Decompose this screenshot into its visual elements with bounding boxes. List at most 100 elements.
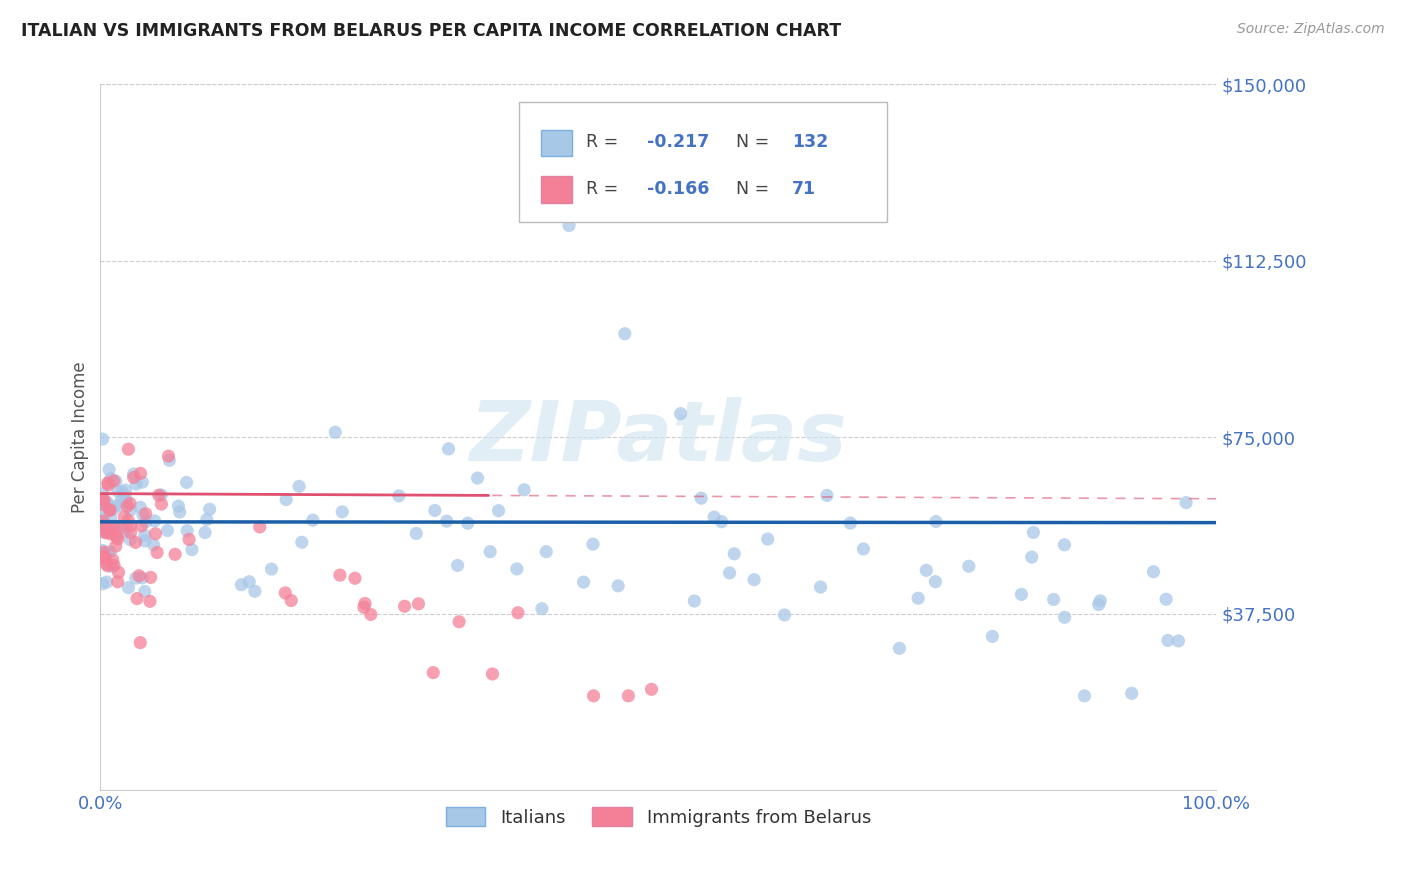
Point: [329, 568, 352, 582]
Point: [481, 667, 503, 681]
Point: [177, 533, 200, 547]
Text: N =: N =: [737, 180, 775, 198]
Point: [723, 547, 745, 561]
Point: [506, 562, 529, 576]
Point: [150, 488, 173, 502]
Point: [93, 493, 115, 508]
Point: [120, 503, 142, 517]
Point: [97, 558, 120, 573]
FancyBboxPatch shape: [519, 102, 887, 222]
Point: [91, 550, 114, 565]
Point: [198, 502, 221, 516]
Point: [94, 549, 117, 563]
Point: [181, 542, 204, 557]
Point: [135, 515, 157, 529]
Text: ITALIAN VS IMMIGRANTS FROM BELARUS PER CAPITA INCOME CORRELATION CHART: ITALIAN VS IMMIGRANTS FROM BELARUS PER C…: [21, 22, 841, 40]
Point: [128, 568, 150, 582]
Point: [536, 545, 558, 559]
Bar: [541, 176, 572, 203]
Point: [238, 574, 260, 589]
Point: [506, 606, 529, 620]
Point: [167, 499, 190, 513]
Point: [117, 442, 139, 457]
Point: [103, 474, 125, 488]
Point: [117, 514, 139, 528]
Point: [690, 491, 713, 506]
Point: [156, 524, 179, 538]
Point: [360, 607, 382, 622]
Point: [773, 607, 796, 622]
Point: [1073, 689, 1095, 703]
Point: [1175, 495, 1198, 509]
Point: [925, 515, 948, 529]
Point: [91, 576, 114, 591]
Point: [457, 516, 479, 531]
Point: [640, 682, 662, 697]
Point: [756, 532, 779, 546]
Point: [115, 492, 138, 507]
Point: [134, 533, 156, 548]
Point: [1042, 592, 1064, 607]
Text: R =: R =: [586, 180, 623, 198]
Point: [103, 558, 125, 573]
Point: [96, 524, 118, 539]
Point: [100, 500, 122, 514]
Point: [101, 502, 124, 516]
Point: [274, 586, 297, 600]
Point: [91, 498, 114, 512]
Point: [117, 581, 139, 595]
Point: [107, 574, 129, 589]
Point: [91, 509, 114, 524]
Point: [91, 519, 114, 533]
Point: [101, 552, 124, 566]
Point: [129, 519, 152, 533]
Point: [107, 532, 129, 546]
Point: [669, 407, 692, 421]
Point: [98, 462, 121, 476]
Point: [129, 635, 152, 649]
Point: [115, 494, 138, 508]
Point: [165, 547, 187, 561]
Point: [710, 515, 733, 529]
Point: [924, 574, 946, 589]
Point: [111, 485, 134, 500]
Point: [280, 593, 302, 607]
Point: [129, 467, 152, 481]
Point: [96, 546, 118, 560]
Point: [139, 570, 162, 584]
Text: R =: R =: [586, 133, 623, 152]
Point: [125, 591, 148, 606]
Point: [260, 562, 283, 576]
Point: [353, 600, 375, 615]
Point: [572, 575, 595, 590]
Point: [176, 475, 198, 490]
Point: [91, 516, 114, 531]
Legend: Italians, Immigrants from Belarus: Italians, Immigrants from Belarus: [439, 800, 879, 834]
Point: [343, 571, 366, 585]
Point: [1142, 565, 1164, 579]
Point: [839, 516, 862, 530]
Point: [150, 497, 173, 511]
Point: [148, 488, 170, 502]
Point: [129, 500, 152, 515]
Point: [104, 528, 127, 542]
Point: [91, 543, 114, 558]
Point: [323, 425, 346, 440]
Point: [125, 477, 148, 491]
Point: [146, 545, 169, 559]
Point: [100, 527, 122, 541]
Point: [142, 538, 165, 552]
Point: [93, 517, 115, 532]
Point: [1087, 598, 1109, 612]
Point: [107, 499, 129, 513]
Point: [530, 601, 553, 615]
Point: [810, 580, 832, 594]
Point: [1121, 686, 1143, 700]
Point: [96, 557, 118, 571]
Point: [231, 578, 253, 592]
Point: [981, 629, 1004, 643]
Point: [852, 541, 875, 556]
Point: [131, 571, 153, 585]
Point: [607, 579, 630, 593]
Point: [114, 483, 136, 497]
